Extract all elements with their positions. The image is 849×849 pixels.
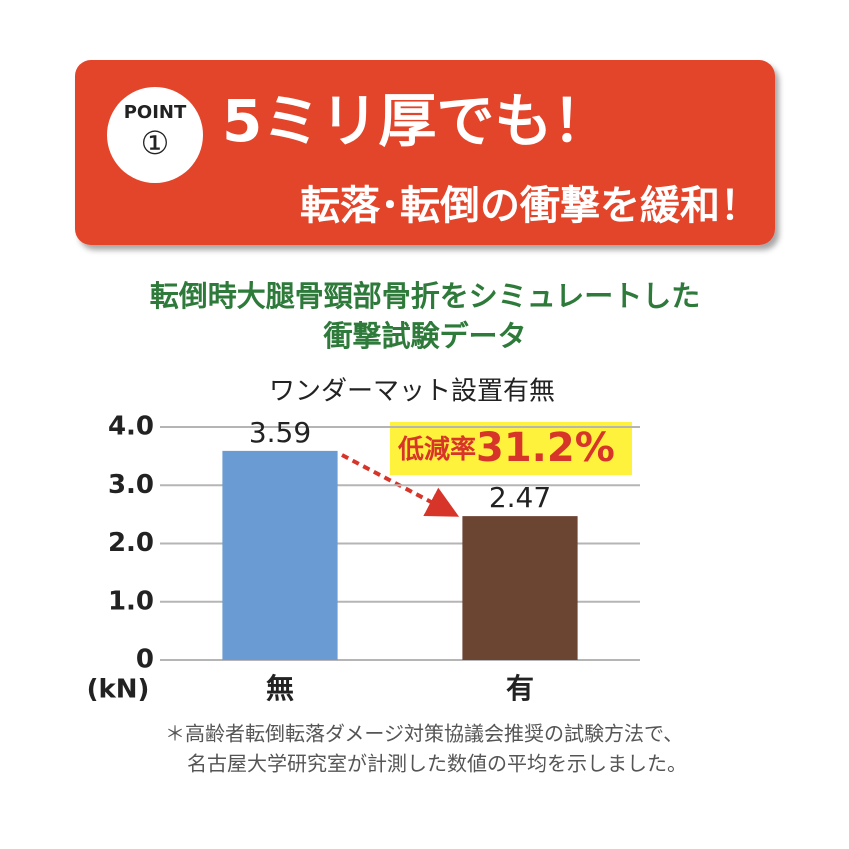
data-label: 3.59	[249, 416, 311, 449]
bar	[462, 516, 578, 660]
y-unit: (kN)	[87, 675, 150, 705]
annotation-box	[390, 422, 632, 475]
y-tick-label: 0	[136, 645, 154, 675]
banner	[75, 60, 775, 245]
bar	[222, 450, 338, 660]
point-number: ①	[141, 124, 170, 162]
footnote: 名古屋大学研究室が計測した数値の平均を示しました。	[187, 752, 687, 776]
point-label: POINT	[124, 102, 187, 123]
subheadline: 転落･転倒の衝撃を緩和！	[300, 183, 760, 229]
y-tick-label: 1.0	[108, 586, 154, 616]
reduction-arrow	[341, 453, 460, 517]
annotation-label: 低減率	[397, 434, 476, 465]
headline: 5ミリ厚でも！	[222, 87, 610, 155]
chart-subtitle: ワンダーマット設置有無	[269, 377, 555, 407]
chart-title: 転倒時大腿骨頸部骨折をシミュレートした	[150, 279, 700, 313]
y-tick-label: 2.0	[108, 528, 154, 558]
point-badge	[107, 87, 203, 183]
x-tick-label: 無	[266, 672, 294, 705]
footnote: ＊高齢者転倒転落ダメージ対策協議会推奨の試験方法で、	[165, 722, 683, 746]
y-tick-label: 4.0	[108, 412, 154, 442]
chart-title: 衝撃試験データ	[322, 319, 526, 353]
y-tick-label: 3.0	[108, 470, 154, 500]
x-tick-label: 有	[506, 672, 534, 705]
data-label: 2.47	[489, 481, 551, 514]
annotation-value: 31.2%	[476, 425, 615, 471]
annotation: 低減率31.2%	[397, 425, 615, 471]
